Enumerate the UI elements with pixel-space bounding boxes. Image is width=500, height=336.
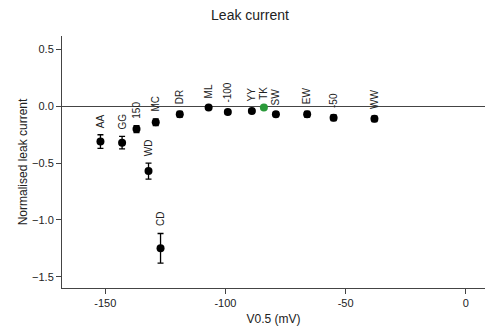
- svg-text:V0.5 (mV): V0.5 (mV): [246, 312, 300, 326]
- svg-text:-50: -50: [338, 297, 354, 309]
- svg-text:WD: WD: [143, 139, 154, 156]
- svg-text:0.0: 0.0: [39, 100, 54, 112]
- svg-text:−1.5: −1.5: [32, 271, 54, 283]
- svg-text:−0.5: −0.5: [32, 157, 54, 169]
- svg-text:MC: MC: [150, 96, 161, 112]
- svg-text:-100: -100: [222, 82, 233, 102]
- svg-text:WW: WW: [369, 90, 380, 109]
- svg-text:GG: GG: [117, 114, 128, 130]
- svg-text:0.5: 0.5: [39, 43, 54, 55]
- svg-text:EW: EW: [301, 87, 312, 104]
- svg-text:ML: ML: [203, 84, 214, 98]
- svg-text:150: 150: [131, 102, 142, 119]
- svg-text:AA: AA: [95, 115, 106, 129]
- svg-text:-100: -100: [214, 297, 236, 309]
- svg-text:YY: YY: [246, 88, 257, 102]
- svg-text:CD: CD: [155, 212, 166, 226]
- svg-text:0: 0: [463, 297, 469, 309]
- svg-text:SW: SW: [270, 89, 281, 106]
- svg-text:Leak current: Leak current: [211, 7, 289, 23]
- svg-text:-50: -50: [328, 93, 339, 108]
- svg-text:TK: TK: [258, 87, 269, 100]
- svg-text:DR: DR: [174, 90, 185, 104]
- svg-text:Normalised leak current: Normalised leak current: [16, 98, 30, 225]
- svg-text:−1.0: −1.0: [32, 214, 54, 226]
- svg-text:-150: -150: [94, 297, 116, 309]
